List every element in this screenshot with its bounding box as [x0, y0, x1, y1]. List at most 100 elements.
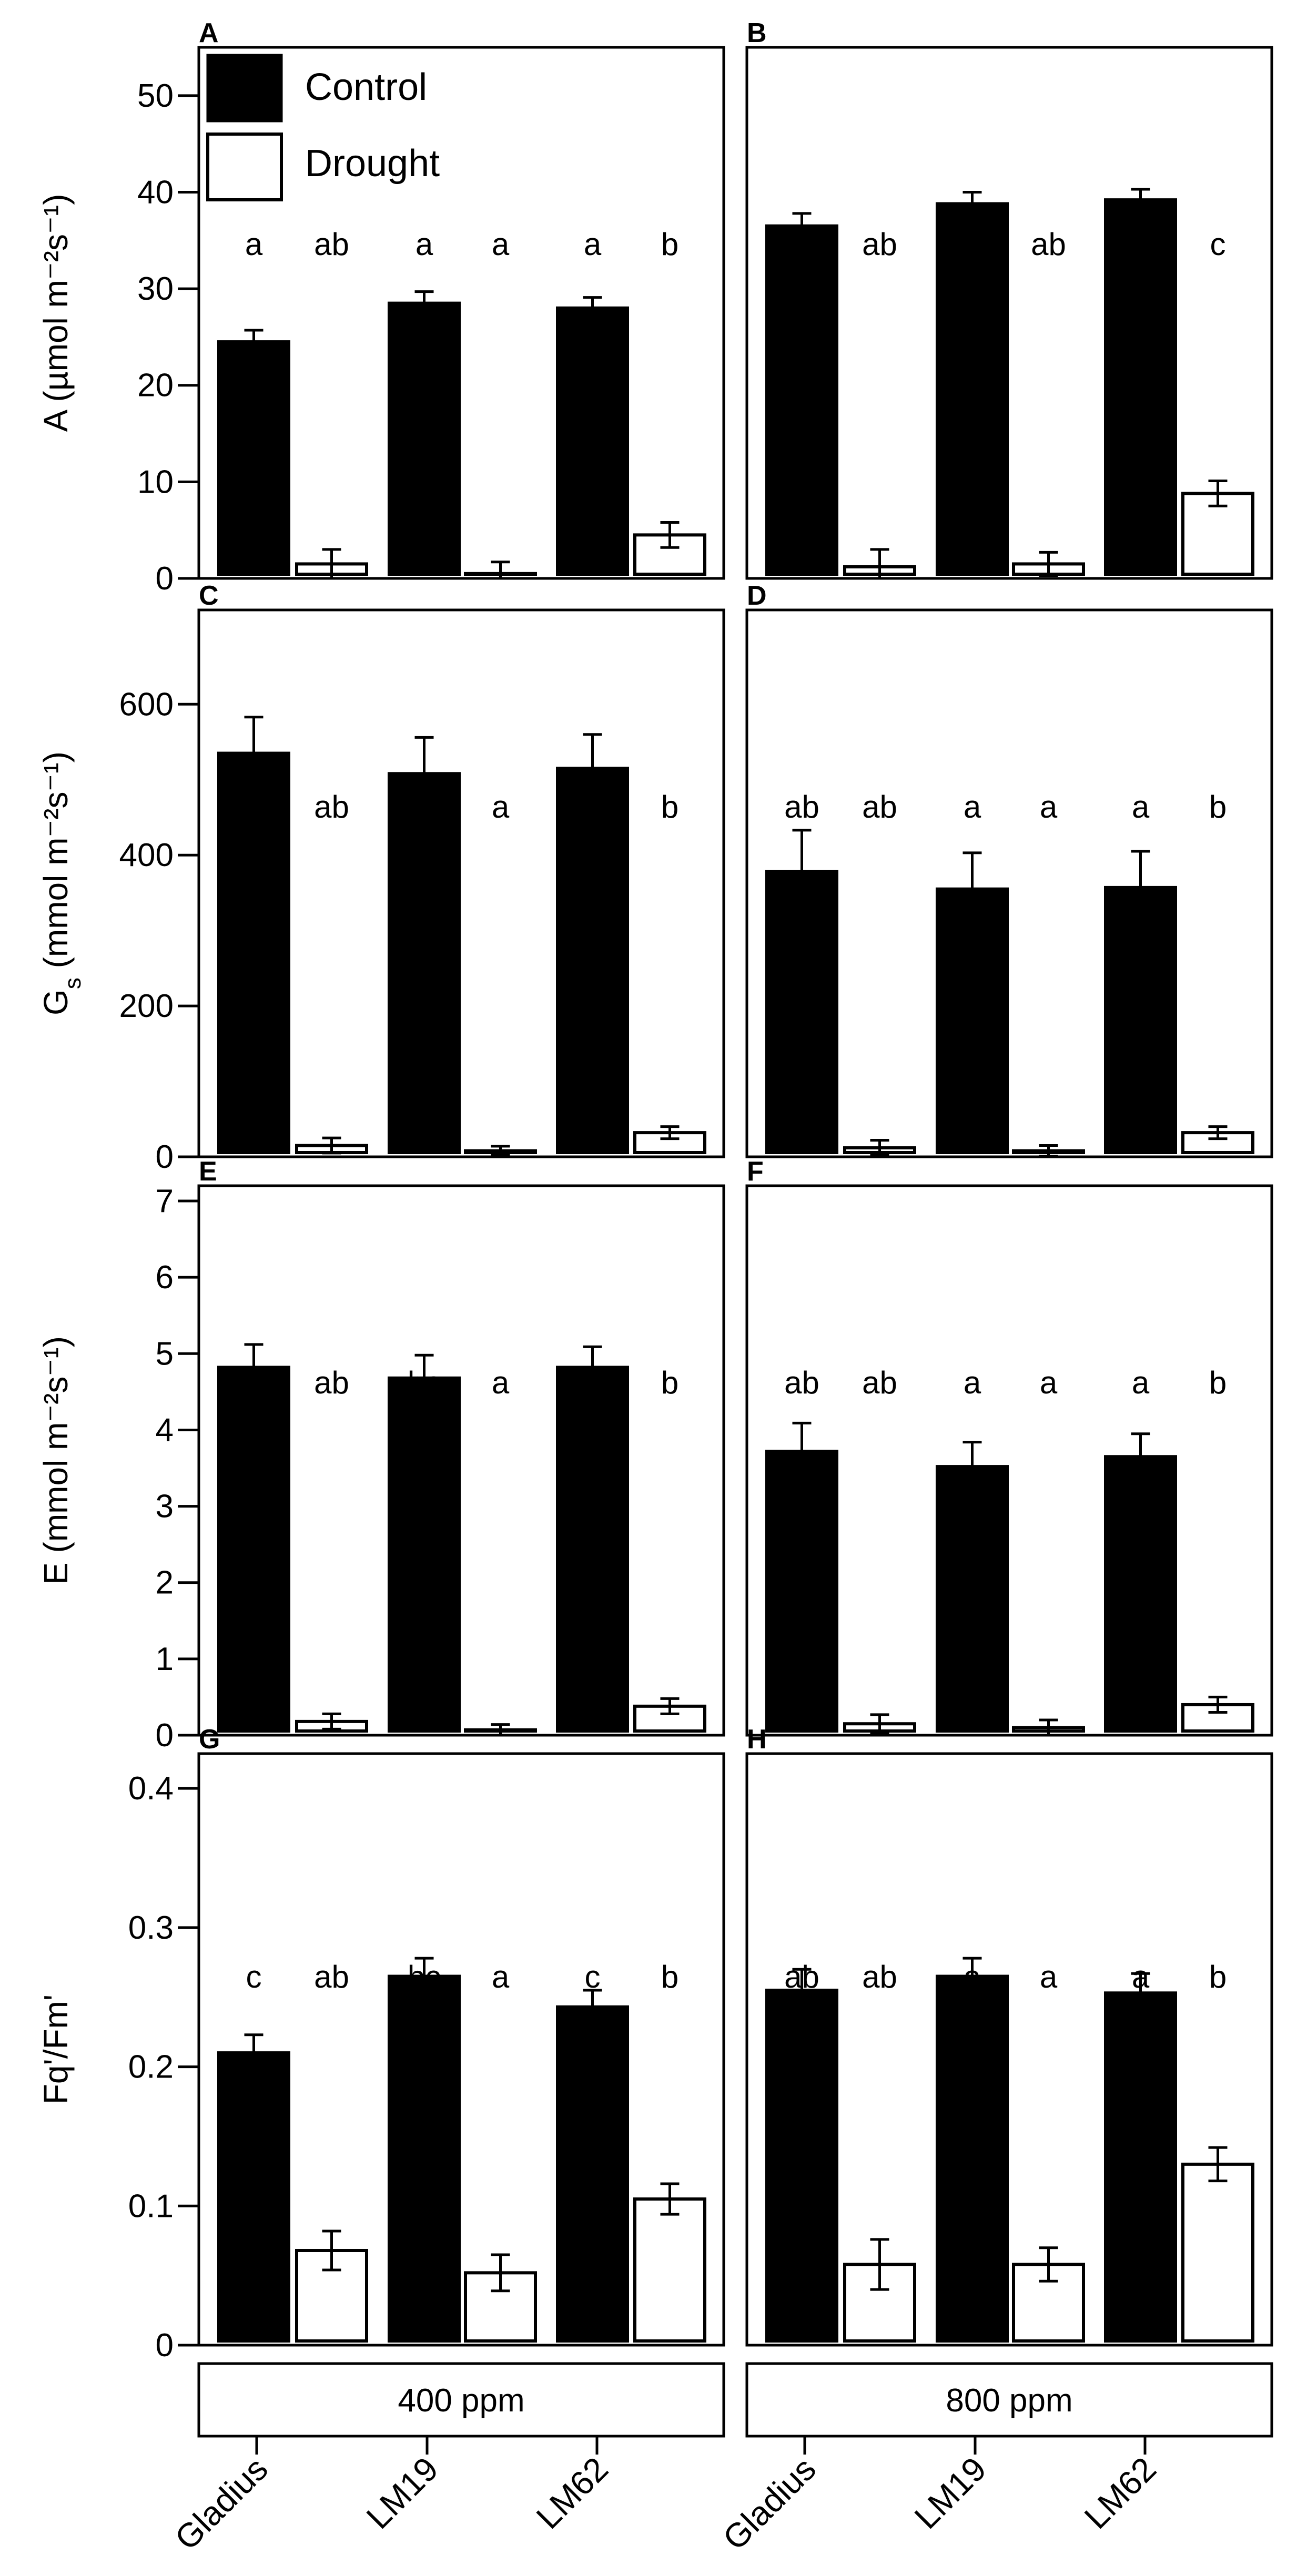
significance-letter: ab	[784, 1365, 819, 1400]
y-tick-label: 600	[119, 686, 174, 722]
significance-letter: b	[1209, 1365, 1227, 1400]
y-axis-label: Fq'/Fm'	[37, 1994, 75, 2104]
significance-letter: b	[661, 1365, 678, 1400]
x-tick-label: Gladius	[716, 2450, 823, 2557]
significance-letter: ab	[862, 789, 897, 824]
panel-label: E	[199, 1156, 217, 1187]
significance-letter: a	[1040, 789, 1058, 824]
bar-control	[765, 224, 838, 576]
significance-letter: b	[584, 789, 601, 824]
panel-label: G	[199, 1724, 220, 1755]
y-tick-label: 0	[156, 561, 174, 597]
panel-frame	[197, 1752, 725, 2347]
significance-letter: ab	[862, 1959, 897, 1994]
bar-control	[217, 1366, 290, 1733]
significance-letter: a	[416, 227, 433, 262]
x-tick-label: LM19	[359, 2450, 445, 2536]
panel-frame	[745, 1752, 1273, 2347]
bar-control	[388, 1376, 461, 1733]
significance-letter: c	[1210, 227, 1226, 262]
bar-control	[936, 202, 1009, 576]
x-tick-label: Gladius	[168, 2450, 275, 2557]
bar-control	[388, 772, 461, 1154]
bar-control	[936, 1465, 1009, 1733]
legend-drought-swatch	[206, 133, 283, 201]
significance-letter: ab	[862, 227, 897, 262]
bar-drought	[1181, 2162, 1254, 2343]
panel-frame	[197, 1184, 725, 1737]
panel-label: A	[199, 18, 219, 48]
significance-letter: b	[245, 789, 262, 824]
bar-control	[556, 2005, 629, 2343]
y-tick-label: 0	[156, 2327, 174, 2364]
x-tick-label: LM19	[907, 2450, 994, 2536]
bar-control	[388, 301, 461, 576]
significance-letter: a	[492, 227, 510, 262]
significance-letter: b	[661, 789, 678, 824]
bar-control	[217, 751, 290, 1155]
bar-control	[556, 767, 629, 1154]
panel-frame	[745, 46, 1273, 580]
bar-control	[388, 1974, 461, 2343]
panel-frame	[745, 1184, 1273, 1737]
x-tick-label: LM62	[1077, 2450, 1163, 2536]
legend-control-label: Control	[305, 66, 427, 108]
bar-control	[217, 2051, 290, 2343]
panel-label: H	[747, 1724, 767, 1755]
bar-control	[1104, 1991, 1177, 2343]
significance-letter: ab	[314, 1365, 349, 1400]
significance-letter: a	[492, 1365, 510, 1400]
significance-letter: c	[585, 1365, 601, 1400]
panel-frame	[197, 46, 725, 580]
facet-strip-right-box	[745, 2362, 1273, 2438]
significance-letter: ab	[784, 1959, 819, 1994]
significance-letter: b	[964, 227, 981, 262]
bar-control	[556, 1366, 629, 1733]
panel-label: F	[747, 1156, 764, 1187]
bar-control	[556, 306, 629, 576]
facet-strip-right-label: 800 ppm	[946, 2382, 1072, 2419]
y-tick-label: 7	[156, 1183, 174, 1219]
significance-letter: a	[245, 227, 263, 262]
y-tick-label: 30	[137, 271, 174, 307]
bar-control	[936, 887, 1009, 1155]
y-tick-label: 400	[119, 837, 174, 873]
y-tick-label: 3	[156, 1489, 174, 1525]
significance-letter: a	[1132, 1365, 1150, 1400]
bar-control	[765, 870, 838, 1154]
y-axis-label: E (mmol m⁻²s⁻¹)	[37, 1336, 75, 1585]
bar-control	[1104, 1455, 1177, 1733]
y-tick-label: 5	[156, 1336, 174, 1372]
panel-frame	[745, 608, 1273, 1158]
y-tick-label: 2	[156, 1565, 174, 1601]
significance-letter: ab	[1031, 227, 1066, 262]
significance-letter: b	[1209, 1959, 1227, 1994]
significance-letter: ab	[314, 227, 349, 262]
y-tick-label: 0.2	[128, 2049, 174, 2085]
significance-letter: a	[964, 1959, 981, 1994]
facet-strip-left: 400 ppm	[197, 2362, 725, 2438]
y-tick-label: 10	[137, 464, 174, 500]
panel-label: C	[199, 581, 219, 611]
y-tick-label: 4	[156, 1412, 174, 1448]
bar-control	[217, 340, 290, 576]
significance-letter: b	[1132, 227, 1149, 262]
significance-letter: ab	[862, 1365, 897, 1400]
significance-letter: a	[492, 789, 510, 824]
significance-letter: ab	[784, 789, 819, 824]
y-tick-label: 200	[119, 988, 174, 1024]
y-axis-label: Gs (mmol m⁻²s⁻¹)	[37, 751, 86, 1015]
significance-letter: bc	[408, 1959, 441, 1994]
y-tick-label: 0	[156, 1717, 174, 1754]
y-tick-label: 0.1	[128, 2188, 174, 2224]
significance-letter: b	[1209, 789, 1227, 824]
y-tick-label: 20	[137, 368, 174, 404]
bar-control	[1104, 885, 1177, 1154]
y-tick-label: 0.3	[128, 1910, 174, 1946]
significance-letter: b	[793, 227, 810, 262]
significance-letter: a	[1132, 1959, 1150, 1994]
significance-letter: b	[661, 227, 678, 262]
significance-letter: a	[1040, 1365, 1058, 1400]
